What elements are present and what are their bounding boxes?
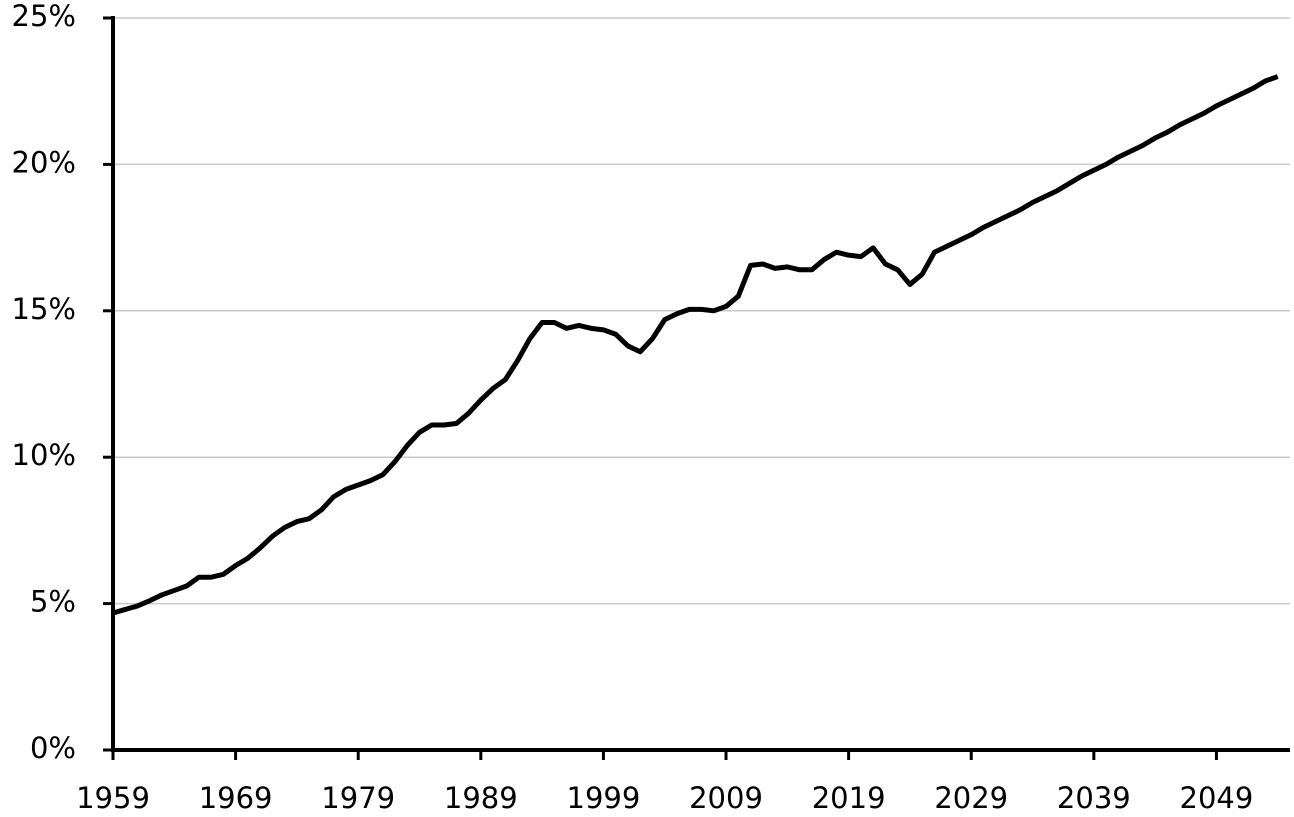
x-tick-label: 1999	[567, 781, 641, 815]
y-tick-label: 25%	[12, 0, 76, 33]
data-line	[112, 74, 1279, 616]
x-tick-label: 1969	[199, 781, 273, 815]
x-tick-label: 2049	[1180, 781, 1254, 815]
x-tick-label: 1959	[76, 781, 150, 815]
y-tick-label: 10%	[12, 438, 76, 472]
x-tick-label: 1989	[444, 781, 518, 815]
y-tick-label: 20%	[12, 145, 76, 179]
y-tick-label: 15%	[12, 292, 76, 326]
x-tick-label: 2009	[689, 781, 763, 815]
y-tick-label: 5%	[30, 585, 76, 619]
x-tick-label: 1979	[321, 781, 395, 815]
y-tick-label: 0%	[30, 731, 76, 765]
x-tick-label: 2029	[934, 781, 1008, 815]
x-tick-label: 2019	[812, 781, 886, 815]
x-tick-label: 2039	[1057, 781, 1131, 815]
